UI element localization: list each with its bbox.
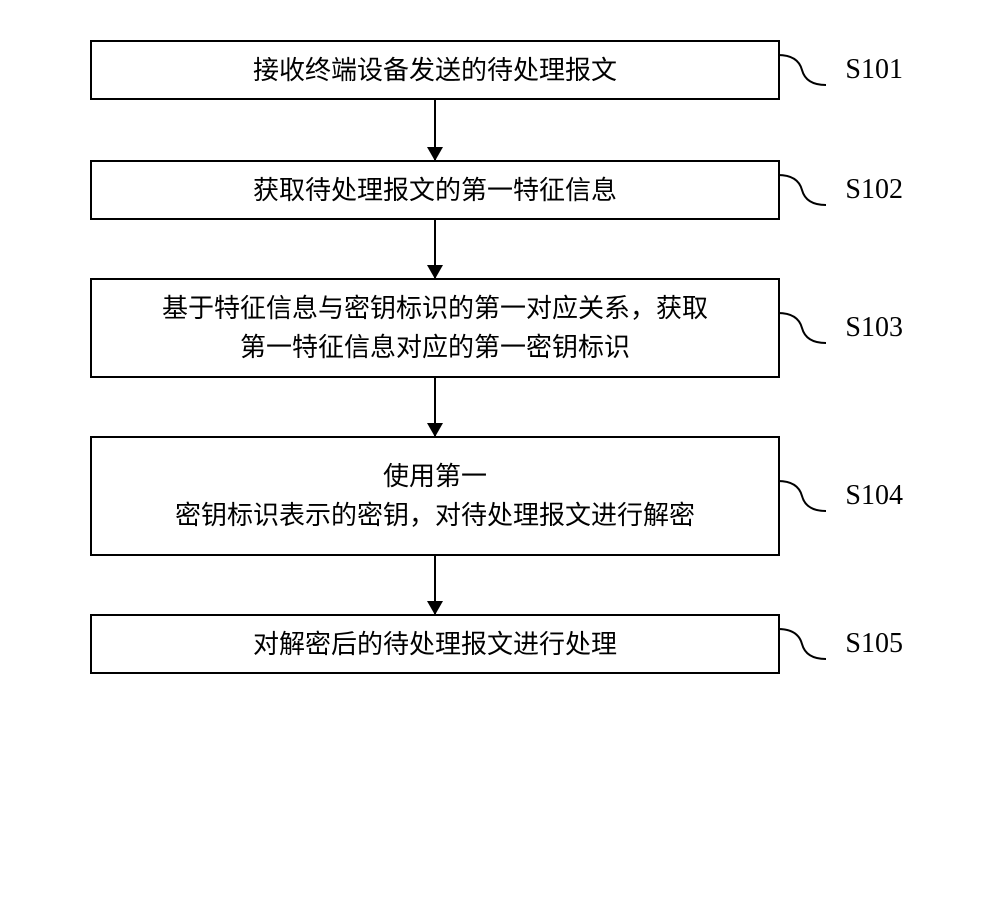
flowchart-container: 接收终端设备发送的待处理报文 S101 获取待处理报文的第一特征信息 S102 …: [90, 40, 910, 674]
connector-curve-icon: [778, 619, 826, 669]
step-text: 对解密后的待处理报文进行处理: [253, 625, 617, 664]
connector-curve-icon: [778, 165, 826, 215]
step-text: 基于特征信息与密钥标识的第一对应关系，获取: [162, 289, 708, 328]
step-label: S103: [845, 312, 903, 344]
arrow-icon: [434, 220, 436, 278]
arrow-container: [90, 220, 780, 278]
step-box-s105: 对解密后的待处理报文进行处理 S105: [90, 614, 780, 674]
arrow-icon: [434, 100, 436, 160]
step-label: S102: [845, 174, 903, 206]
step-box-s104: 使用第一 密钥标识表示的密钥，对待处理报文进行解密 S104: [90, 436, 780, 556]
step-text: 获取待处理报文的第一特征信息: [253, 171, 617, 210]
step-box-s102: 获取待处理报文的第一特征信息 S102: [90, 160, 780, 220]
connector-curve-icon: [778, 303, 826, 353]
arrow-icon: [434, 556, 436, 614]
step-label: S104: [845, 480, 903, 512]
step-box-s103: 基于特征信息与密钥标识的第一对应关系，获取 第一特征信息对应的第一密钥标识 S1…: [90, 278, 780, 378]
step-text: 接收终端设备发送的待处理报文: [253, 51, 617, 90]
step-text: 密钥标识表示的密钥，对待处理报文进行解密: [175, 496, 695, 535]
step-label: S105: [845, 628, 903, 660]
connector-curve-icon: [778, 45, 826, 95]
step-label: S101: [845, 54, 903, 86]
arrow-container: [90, 378, 780, 436]
connector-curve-icon: [778, 471, 826, 521]
arrow-container: [90, 556, 780, 614]
step-text: 使用第一: [383, 457, 487, 496]
step-box-s101: 接收终端设备发送的待处理报文 S101: [90, 40, 780, 100]
arrow-icon: [434, 378, 436, 436]
step-text: 第一特征信息对应的第一密钥标识: [240, 328, 630, 367]
arrow-container: [90, 100, 780, 160]
